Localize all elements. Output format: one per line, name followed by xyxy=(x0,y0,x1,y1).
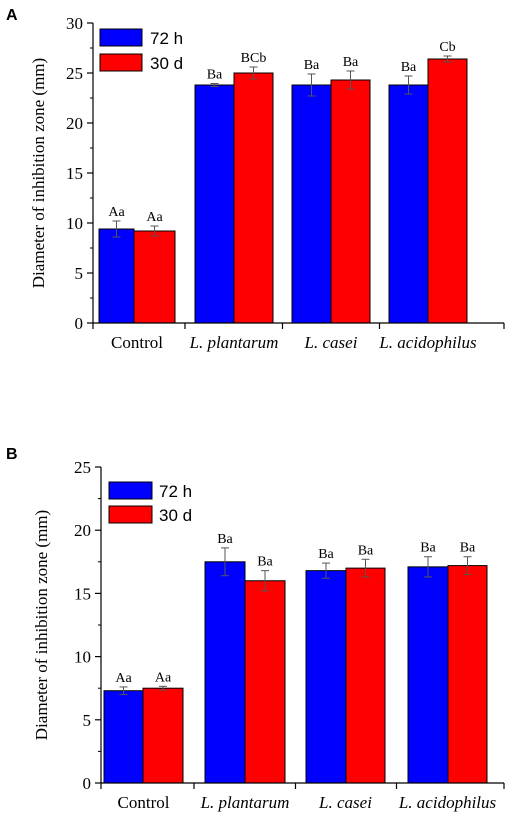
bar xyxy=(447,565,488,784)
bar xyxy=(244,580,286,784)
bar-significance-label: Ba xyxy=(207,68,223,83)
y-tick-label: 30 xyxy=(66,14,83,33)
y-tick-label: 15 xyxy=(74,584,91,603)
bar xyxy=(330,79,371,324)
legend-swatch xyxy=(108,505,153,524)
bar xyxy=(194,84,235,324)
y-tick-label: 10 xyxy=(74,648,91,667)
x-category-label: Control xyxy=(118,793,170,812)
y-tick-label: 15 xyxy=(66,164,83,183)
bar xyxy=(142,687,184,784)
bar xyxy=(427,58,468,324)
bar xyxy=(345,567,386,784)
panel-letter: A xyxy=(6,7,18,24)
y-tick-label: 20 xyxy=(74,521,91,540)
bar-significance-label: Ba xyxy=(401,60,417,75)
y-tick-label: 20 xyxy=(66,114,83,133)
legend-label: 72 h xyxy=(159,482,192,501)
bar xyxy=(407,566,449,784)
legend-label: 72 h xyxy=(150,29,183,48)
bar xyxy=(133,230,176,324)
bar-significance-label: Cb xyxy=(439,40,455,55)
bar-significance-label: Ba xyxy=(217,532,233,547)
bar-significance-label: Aa xyxy=(146,210,163,225)
bar-significance-label: Aa xyxy=(108,205,125,220)
bar xyxy=(233,72,274,324)
legend-swatch xyxy=(99,28,143,47)
bar-significance-label: BCb xyxy=(241,51,267,66)
bar-significance-label: Ba xyxy=(460,541,476,556)
bar-significance-label: Ba xyxy=(358,543,374,558)
legend-label: 30 d xyxy=(150,54,183,73)
y-tick-label: 0 xyxy=(75,314,84,333)
x-category-label: L. casei xyxy=(304,333,358,352)
bar xyxy=(204,561,246,784)
chart-panel-B: B Aa Ba Ba Ba Aa Ba Ba Ba 0 5 10 15 20 25 Control L. pla… xyxy=(6,446,505,812)
y-tick-label: 5 xyxy=(83,711,92,730)
legend-swatch xyxy=(108,481,153,500)
panel-letter: B xyxy=(6,446,18,463)
bar-significance-label: Aa xyxy=(115,671,132,686)
y-tick-label: 10 xyxy=(66,214,83,233)
bar-significance-label: Ba xyxy=(257,555,273,570)
bar-significance-label: Ba xyxy=(304,58,320,73)
chart-panel-A: A Aa Ba Ba Ba Aa BCb Ba Cb 0 5 10 15 20 25 30 Control L. … xyxy=(6,7,505,352)
bar xyxy=(388,84,429,324)
x-category-label: Control xyxy=(111,333,163,352)
y-tick-label: 25 xyxy=(74,458,91,477)
x-category-label: L. casei xyxy=(318,793,372,812)
bar xyxy=(98,228,135,324)
bar-significance-label: Ba xyxy=(420,541,436,556)
legend-swatch xyxy=(99,53,143,72)
y-tick-label: 5 xyxy=(75,264,84,283)
bar xyxy=(103,690,144,784)
x-category-label: L. acidophilus xyxy=(398,793,497,812)
y-axis-title: Diameter of inhibition zone (mm) xyxy=(29,58,48,288)
bar xyxy=(291,84,332,324)
x-category-label: L. acidophilus xyxy=(378,333,477,352)
bar xyxy=(305,570,347,784)
y-tick-label: 0 xyxy=(83,774,92,793)
bar-significance-label: Ba xyxy=(343,55,359,70)
y-axis-title: Diameter of inhibition zone (mm) xyxy=(32,510,51,740)
legend-label: 30 d xyxy=(159,506,192,525)
x-category-label: L. plantarum xyxy=(200,793,290,812)
y-tick-label: 25 xyxy=(66,64,83,83)
bar-significance-label: Ba xyxy=(318,547,334,562)
x-category-label: L. plantarum xyxy=(189,333,279,352)
bar-significance-label: Aa xyxy=(155,670,172,685)
